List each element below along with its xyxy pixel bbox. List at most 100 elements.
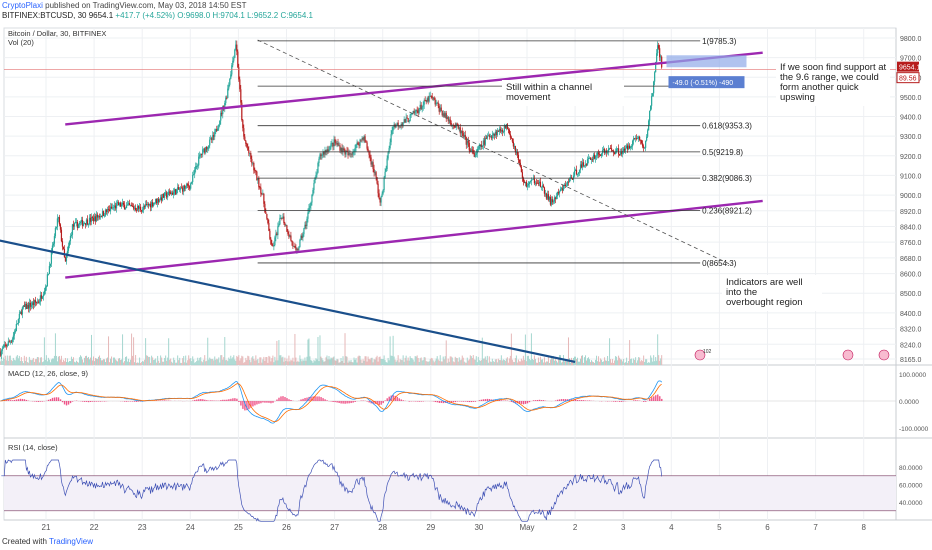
candle-body [396, 122, 398, 125]
volume-bar [309, 356, 311, 365]
candle-body [413, 111, 415, 114]
macd-histogram-bar [336, 401, 338, 403]
volume-bar [563, 361, 565, 365]
candle-body [241, 102, 243, 121]
candle-body [618, 154, 621, 156]
candle-body [80, 219, 83, 223]
candle-body [304, 224, 306, 229]
ohlc-low: L:9652.2 [247, 11, 279, 20]
volume-bar [34, 359, 36, 365]
candle-body [551, 199, 554, 203]
candle-body [564, 184, 567, 186]
volume-bar [186, 362, 188, 365]
candle-body [445, 113, 447, 119]
volume-bar [559, 355, 561, 365]
candle-body [255, 170, 257, 172]
author-link[interactable]: CryptoPlaxi [2, 1, 43, 10]
volume-bar [536, 362, 538, 365]
candle-body [348, 153, 350, 156]
candle-body [106, 208, 109, 212]
volume-bar [284, 357, 286, 365]
volume-bar [98, 356, 100, 365]
volume-bar [173, 357, 175, 365]
volume-bar [235, 360, 237, 365]
candle-body [647, 130, 649, 137]
volume-bar [140, 362, 142, 365]
volume-bar [280, 355, 282, 365]
volume-bar [525, 361, 527, 365]
candle-body [72, 224, 75, 227]
volume-bar [87, 356, 89, 365]
volume-bar [375, 357, 377, 365]
volume-bar [649, 362, 651, 365]
candle-body [586, 159, 589, 166]
macd-histogram-bar [234, 398, 236, 401]
volume-bar [587, 358, 589, 365]
candle-body [239, 79, 241, 90]
volume-bar [592, 361, 594, 365]
candle-body [581, 162, 584, 168]
volume-bar [611, 362, 613, 365]
volume-bar [51, 358, 53, 365]
candle-body [275, 233, 277, 238]
volume-bar [632, 362, 634, 365]
volume-bar [294, 333, 296, 365]
macd-histogram-bar [482, 399, 485, 401]
candle-body [164, 192, 166, 198]
volume-bar [78, 357, 80, 365]
candle-body [561, 188, 564, 191]
volume-bar [461, 355, 463, 365]
volume-bar [476, 362, 478, 365]
macd-histogram-bar [618, 401, 621, 402]
candle-body [335, 142, 337, 144]
macd-histogram-bar [310, 396, 312, 401]
volume-bar [83, 357, 85, 365]
candle-body [244, 136, 246, 141]
macd-histogram-bar [133, 401, 136, 402]
volume-bar [387, 357, 389, 365]
candle-body [296, 249, 298, 251]
candle-body [306, 218, 308, 226]
candle-body [169, 191, 171, 193]
macd-histogram-bar [334, 401, 336, 403]
candle-body [260, 187, 262, 194]
macd-histogram-bar [97, 401, 100, 402]
volume-bar [187, 360, 189, 365]
candle-body [575, 169, 578, 175]
volume-bar [141, 362, 143, 365]
tradingview-logo-text[interactable]: TradingView [49, 537, 94, 546]
candle-body [253, 162, 255, 171]
candle-body [1, 348, 3, 351]
macd-histogram-bar [37, 401, 40, 402]
volume-bar [417, 357, 419, 365]
volume-bar [142, 361, 144, 365]
volume-bar [69, 361, 71, 365]
fib-level-label: 0.382(9086.3) [702, 174, 752, 183]
macd-histogram-bar [350, 401, 352, 404]
volume-bar [58, 356, 60, 365]
macd-histogram-bar [438, 401, 441, 403]
candle-body [629, 145, 631, 149]
fib-level-label: 0.5(9219.8) [702, 148, 743, 157]
candle-body [309, 205, 311, 208]
volume-bar [522, 355, 524, 365]
volume-bar [196, 360, 198, 365]
candle-body [476, 148, 478, 154]
candle-body [508, 129, 510, 135]
volume-bar [146, 355, 148, 365]
candle-body [626, 145, 628, 149]
candle-body [532, 178, 535, 180]
volume-bar [91, 360, 93, 365]
candle-body [119, 202, 122, 207]
candle-body [583, 165, 586, 167]
volume-bar [403, 361, 405, 365]
candle-body [288, 233, 290, 237]
candle-body [486, 135, 488, 139]
candle-body [39, 295, 41, 302]
candle-body [117, 202, 120, 206]
volume-bar [269, 356, 271, 365]
candle-body [463, 135, 465, 137]
volume-bar [538, 362, 540, 365]
macd-histogram-bar [19, 398, 22, 401]
